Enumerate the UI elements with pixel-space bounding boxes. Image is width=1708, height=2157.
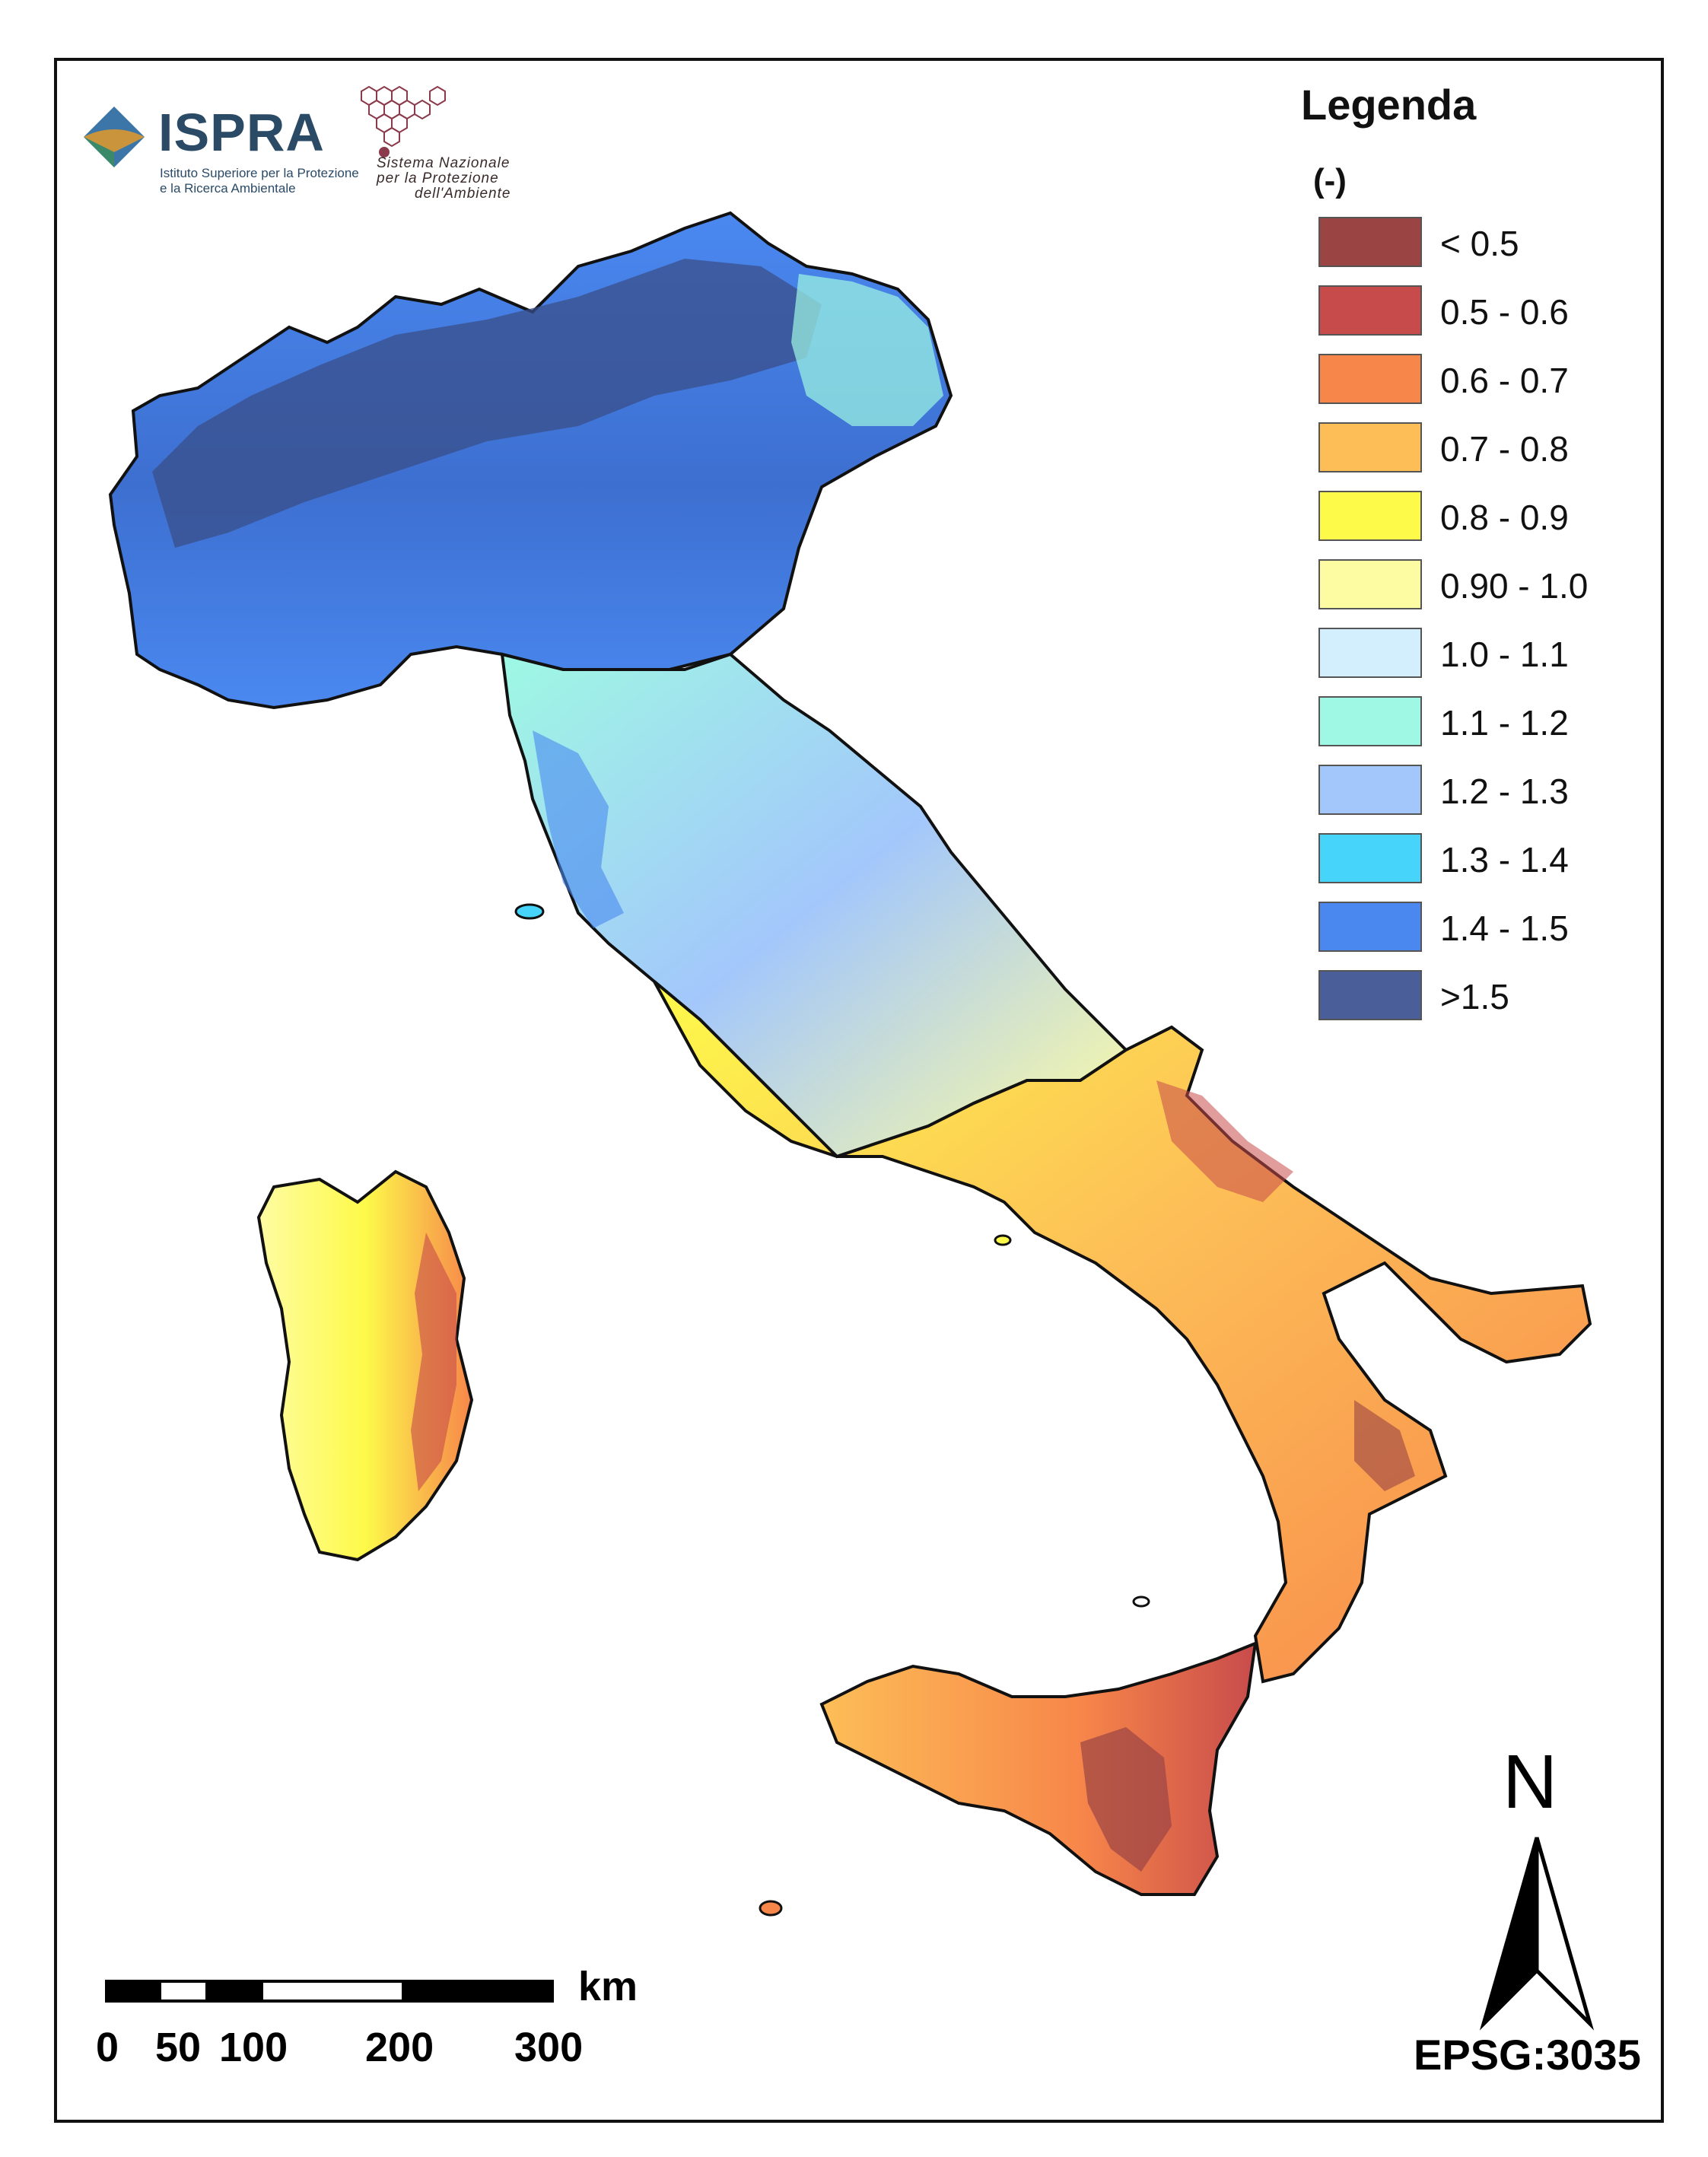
sardinia-east-dark-zone bbox=[411, 1233, 456, 1491]
legend-item: 1.0 - 1.1 bbox=[1318, 628, 1623, 681]
snpa-line1: Sistema Nazionale bbox=[377, 155, 510, 171]
legend-swatch bbox=[1318, 285, 1422, 336]
legend-label: 1.0 - 1.1 bbox=[1440, 635, 1569, 674]
legend-item: 0.7 - 0.8 bbox=[1318, 422, 1623, 476]
legend-item: 0.90 - 1.0 bbox=[1318, 559, 1623, 612]
legend-label: 0.7 - 0.8 bbox=[1440, 429, 1569, 469]
legend-item: 1.3 - 1.4 bbox=[1318, 833, 1623, 886]
legend-unit: (-) bbox=[1313, 162, 1347, 199]
pantelleria-island bbox=[759, 1900, 783, 1917]
legend-item: 0.6 - 0.7 bbox=[1318, 354, 1623, 407]
legend-item: 1.1 - 1.2 bbox=[1318, 696, 1623, 749]
elba-island bbox=[514, 903, 545, 920]
snpa-line3: dell'Ambiente bbox=[415, 186, 511, 202]
legend-label: < 0.5 bbox=[1440, 224, 1519, 263]
ispra-name: ISPRA bbox=[158, 103, 325, 162]
scale-segment bbox=[105, 1980, 158, 2003]
snpa-line2: per la Protezione bbox=[377, 170, 499, 186]
legend-item: 1.4 - 1.5 bbox=[1318, 902, 1623, 955]
legend-swatch bbox=[1318, 628, 1422, 678]
north-letter: N bbox=[1503, 1739, 1558, 1825]
legend-swatch bbox=[1318, 970, 1422, 1020]
snpa-logo: Sistema Nazionale per la Protezione dell… bbox=[346, 76, 544, 202]
sicily-island bbox=[819, 1640, 1258, 1896]
scale-tick-label: 300 bbox=[514, 2025, 584, 2070]
legend-item: 0.5 - 0.6 bbox=[1318, 285, 1623, 339]
legend-title: Legenda bbox=[1301, 81, 1477, 129]
legend-item: 1.2 - 1.3 bbox=[1318, 765, 1623, 818]
scale-unit: km bbox=[578, 1964, 638, 2009]
scale-bar: km 0 50 100 200 300 bbox=[96, 1963, 677, 2070]
legend-item: 0.8 - 0.9 bbox=[1318, 491, 1623, 544]
aeolian-island bbox=[1132, 1595, 1150, 1608]
capri-island bbox=[994, 1234, 1012, 1246]
scale-tick-label: 0 bbox=[96, 2025, 119, 2070]
projection-label: EPSG:3035 bbox=[1414, 2031, 1641, 2079]
legend-swatch bbox=[1318, 765, 1422, 815]
legend-label: 0.5 - 0.6 bbox=[1440, 292, 1569, 332]
scale-segment bbox=[405, 1980, 554, 2003]
scale-segment bbox=[208, 1980, 260, 2003]
legend-label: 0.8 - 0.9 bbox=[1440, 498, 1569, 537]
legend-item: >1.5 bbox=[1318, 970, 1623, 1023]
legend-label: >1.5 bbox=[1440, 977, 1509, 1016]
tuscany-coast-zone bbox=[533, 730, 624, 928]
calabria-dark-zone bbox=[1354, 1400, 1415, 1491]
legend-item: < 0.5 bbox=[1318, 217, 1623, 270]
legend-swatch bbox=[1318, 217, 1422, 267]
legend-swatch bbox=[1318, 833, 1422, 883]
legend-swatch bbox=[1318, 696, 1422, 746]
scale-tick-label: 200 bbox=[365, 2025, 434, 2070]
legend-swatch bbox=[1318, 902, 1422, 952]
scale-segment bbox=[158, 1980, 208, 2003]
ispra-diamond-icon bbox=[84, 107, 145, 167]
legend-swatch bbox=[1318, 491, 1422, 541]
puglia-dark-zone bbox=[1156, 1080, 1293, 1202]
etna-dark-zone bbox=[1080, 1727, 1172, 1872]
scale-tick-label: 100 bbox=[219, 2025, 288, 2070]
legend-swatch bbox=[1318, 422, 1422, 472]
legend-swatch bbox=[1318, 559, 1422, 609]
north-arrow-icon bbox=[1479, 1837, 1595, 2031]
ispra-subtitle-line1: Istituto Superiore per la Protezione bbox=[160, 166, 359, 180]
legend-label: 1.1 - 1.2 bbox=[1440, 703, 1569, 743]
south-italy-region bbox=[653, 980, 1592, 1684]
legend-swatch bbox=[1318, 354, 1422, 404]
legend-label: 0.90 - 1.0 bbox=[1440, 566, 1589, 606]
ispra-subtitle-line2: e la Ricerca Ambientale bbox=[160, 181, 296, 196]
alps-dark-zone bbox=[152, 259, 822, 548]
scale-tick-label: 50 bbox=[155, 2025, 202, 2070]
ispra-logo: ISPRA Istituto Superiore per la Protezio… bbox=[76, 99, 359, 198]
legend-label: 1.4 - 1.5 bbox=[1440, 908, 1569, 948]
legend-label: 1.3 - 1.4 bbox=[1440, 840, 1569, 880]
scale-segment bbox=[260, 1980, 405, 2003]
legend-label: 0.6 - 0.7 bbox=[1440, 361, 1569, 400]
snpa-hexagon-icon bbox=[361, 85, 446, 157]
north-east-light-zone bbox=[791, 274, 943, 426]
legend-label: 1.2 - 1.3 bbox=[1440, 771, 1569, 811]
